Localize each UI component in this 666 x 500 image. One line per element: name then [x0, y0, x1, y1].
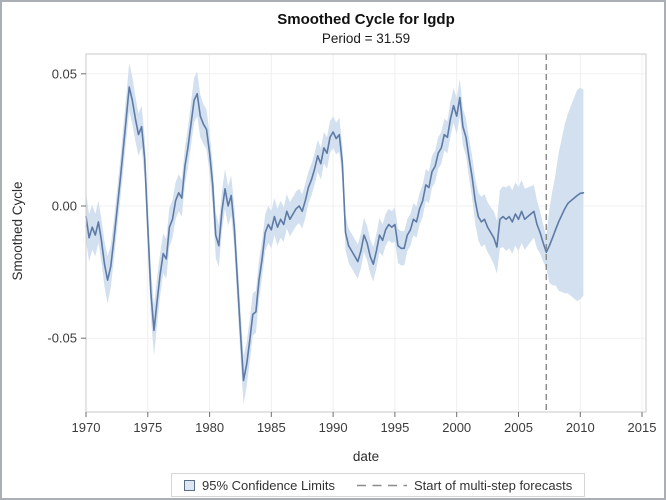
svg-text:0.00: 0.00: [52, 199, 77, 214]
chart-title: Smoothed Cycle for lgdp: [277, 11, 455, 28]
legend-label-forecast: Start of multi-step forecasts: [413, 477, 573, 493]
svg-text:1970: 1970: [72, 420, 101, 435]
legend-item-confidence: 95% Confidence Limits: [184, 478, 335, 493]
x-axis-title: date: [352, 449, 380, 464]
svg-text:1990: 1990: [319, 420, 348, 435]
svg-text:-0.05: -0.05: [47, 331, 77, 346]
confidence-band-swatch-icon: [184, 479, 195, 491]
svg-text:2005: 2005: [504, 420, 533, 435]
svg-text:1995: 1995: [380, 420, 409, 435]
svg-text:2010: 2010: [566, 420, 595, 435]
y-axis-tick-labels: 0.05 0.00 -0.05: [47, 66, 77, 345]
svg-text:1980: 1980: [195, 420, 224, 435]
legend-item-forecast: Start of multi-step forecasts: [356, 477, 573, 493]
svg-text:1985: 1985: [257, 420, 286, 435]
x-axis-tick-labels: 1970 1975 1980 1985 1990 1995 2000 2005 2010 2015: [72, 420, 657, 435]
cycle-line: [85, 86, 585, 382]
legend: 95% Confidence Limits Start of multi-ste…: [171, 473, 586, 497]
svg-text:0.05: 0.05: [52, 66, 77, 81]
chart-subtitle: Period = 31.59: [321, 31, 411, 46]
forecast-dash-swatch-icon: [356, 484, 407, 486]
confidence-band: [86, 63, 584, 405]
svg-text:2015: 2015: [628, 420, 657, 435]
svg-text:1975: 1975: [133, 420, 162, 435]
y-axis-title: Smoothed Cycle: [10, 181, 25, 281]
plot-frame: [85, 53, 647, 413]
legend-label-confidence: 95% Confidence Limits: [202, 477, 335, 493]
x-axis-ticks: [85, 412, 643, 417]
svg-text:2000: 2000: [442, 420, 471, 435]
y-axis-ticks: [81, 73, 86, 339]
